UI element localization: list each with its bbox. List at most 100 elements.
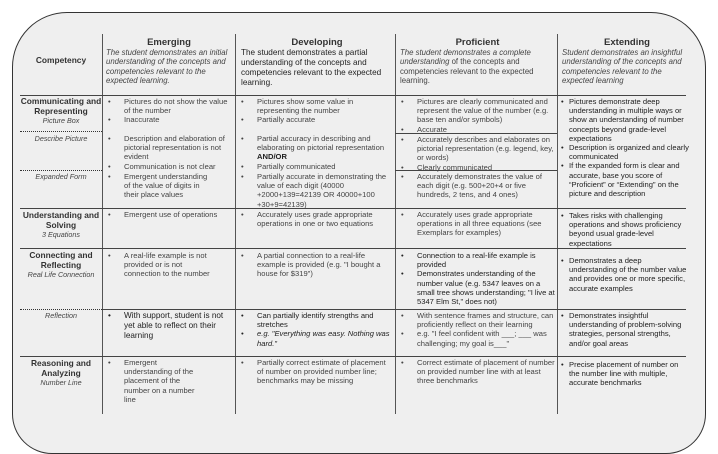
cell-emerging: Pictures do not show the value of the nu… xyxy=(104,97,232,125)
cell-emerging: Description and elaboration of pictorial… xyxy=(104,134,232,171)
competency-reasoning: Reasoning and Analyzing Number Line xyxy=(20,358,102,387)
cell-extending: Demonstrates a deep understanding of the… xyxy=(561,256,689,293)
divider xyxy=(20,131,102,132)
cell-developing: Partially correct estimate of placement … xyxy=(237,358,393,386)
cell-developing: A partial connection to a real-life exam… xyxy=(237,251,393,279)
subcompetency: Real Life Connection xyxy=(27,270,95,279)
cell-extending: Precise placement of number on the numbe… xyxy=(561,360,689,388)
cell-proficient: With sentence frames and structure, can … xyxy=(397,311,555,348)
header-competency: Competency xyxy=(35,55,87,65)
cell-proficient: Connection to a real-life example is pro… xyxy=(397,251,555,306)
level-desc-italic: The student demonstrates a complete unde… xyxy=(400,48,531,67)
level-title: Emerging xyxy=(147,37,191,48)
subcompetency: Picture Box xyxy=(42,116,80,125)
cell-extending: Pictures demonstrate deep understanding … xyxy=(561,97,689,198)
header-proficient: Proficient The student demonstrates a co… xyxy=(400,37,555,86)
criterion: Correct estimate of placement of number … xyxy=(397,358,555,386)
subcompetency-reflection: Reflection xyxy=(20,311,102,320)
criterion: Description and elaboration of pictorial… xyxy=(104,134,232,162)
cell-emerging: With support, student is not yet able to… xyxy=(104,311,232,341)
divider xyxy=(20,248,686,249)
level-desc: The student demonstrates a partial under… xyxy=(241,48,382,87)
level-desc: Student demonstrates an insightful under… xyxy=(562,48,683,86)
divider xyxy=(20,95,686,96)
criterion: Clearly communicated xyxy=(397,163,555,172)
criterion: Description is organized and clearly com… xyxy=(561,143,689,161)
cell-proficient: Accurately uses grade appropriate operat… xyxy=(397,210,555,238)
cell-developing: Can partially identify strengths and str… xyxy=(237,311,393,348)
cell-developing: Partial accuracy in describing and elabo… xyxy=(237,134,393,171)
cell-extending: Demonstrates insightful understanding of… xyxy=(561,311,689,348)
criterion: Partially accurate in demonstrating the … xyxy=(237,172,393,209)
divider xyxy=(235,34,236,414)
criterion: With sentence frames and structure, can … xyxy=(397,311,555,329)
subcompetency: Describe Picture xyxy=(34,134,88,143)
divider xyxy=(557,34,558,414)
divider xyxy=(102,309,686,310)
criterion: Can partially identify strengths and str… xyxy=(237,311,393,329)
competency-title: Communicating and Representing xyxy=(20,96,102,116)
criterion: Pictures show some value in representing… xyxy=(237,97,393,115)
competency-communicating: Communicating and Representing Picture B… xyxy=(20,96,102,125)
criterion: Takes risks with challenging operations … xyxy=(561,211,689,248)
cell-proficient: Accurately demonstrates the value of eac… xyxy=(397,172,555,200)
header-extending: Extending Student demonstrates an insigh… xyxy=(562,37,692,86)
criterion: Demonstrates a deep understanding of the… xyxy=(561,256,689,293)
header-developing: Developing The student demonstrates a pa… xyxy=(241,37,393,88)
cell-proficient: Accurately describes and elaborates on p… xyxy=(397,135,555,172)
criterion: Partially accurate xyxy=(237,115,393,124)
criterion: If the expanded form is clear and accura… xyxy=(561,161,689,198)
competency-connecting: Connecting and Reflecting Real Life Conne… xyxy=(20,250,102,279)
subcompetency-describe: Describe Picture xyxy=(20,134,102,143)
cell-developing: Accurately uses grade appropriate operat… xyxy=(237,210,393,228)
criterion: Pictures do not show the value of the nu… xyxy=(104,97,232,115)
level-desc: The student demonstrates an initial unde… xyxy=(106,48,228,86)
criterion: Communication is not clear xyxy=(104,162,232,171)
cell-emerging: Emergent understanding of the value of d… xyxy=(104,172,214,200)
competency-solving: Understanding and Solving 3 Equations xyxy=(20,210,102,239)
criterion: Demonstrates insightful understanding of… xyxy=(561,311,689,348)
criterion: Pictures demonstrate deep understanding … xyxy=(561,97,689,143)
subcompetency-expanded: Expanded Form xyxy=(20,172,102,181)
criterion: Partially correct estimate of placement … xyxy=(237,358,393,386)
criterion: Partially communicated xyxy=(237,162,393,171)
cell-emerging: Emergent use of operations xyxy=(104,210,232,219)
criterion: Emergent understanding of the placement … xyxy=(104,358,204,404)
criterion: e.g. "I feel confident with ___; ___ was… xyxy=(397,329,555,347)
divider xyxy=(20,309,102,310)
cell-emerging: A real-life example is not provided or i… xyxy=(104,251,216,279)
level-desc: of the concepts and competencies relevan… xyxy=(400,57,534,86)
criterion: e.g. "Everything was easy. Nothing was h… xyxy=(237,329,393,347)
divider xyxy=(20,356,686,357)
criterion: Accurately uses grade appropriate operat… xyxy=(397,210,555,238)
criterion: A real-life example is not provided or i… xyxy=(104,251,216,279)
divider xyxy=(20,170,102,171)
level-title: Proficient xyxy=(455,37,500,48)
criterion: Inaccurate xyxy=(104,115,232,124)
subcompetency: 3 Equations xyxy=(42,230,80,239)
criterion: A partial connection to a real-life exam… xyxy=(237,251,393,279)
criterion: Accurate xyxy=(397,125,555,134)
criterion: Partial accuracy in describing and elabo… xyxy=(237,134,393,162)
cell-developing: Pictures show some value in representing… xyxy=(237,97,393,125)
divider xyxy=(102,34,103,414)
criterion: Emergent use of operations xyxy=(104,210,232,219)
criterion: Accurately demonstrates the value of eac… xyxy=(397,172,555,200)
header-emerging: Emerging The student demonstrates an ini… xyxy=(106,37,232,86)
criterion: Precise placement of number on the numbe… xyxy=(561,360,689,388)
level-title: Developing xyxy=(291,37,343,48)
criterion: Accurately uses grade appropriate operat… xyxy=(237,210,393,228)
cell-emerging: Emergent understanding of the placement … xyxy=(104,358,204,404)
cell-extending: Takes risks with challenging operations … xyxy=(561,211,689,248)
criterion: Pictures are clearly communicated and re… xyxy=(397,97,555,125)
level-title: Extending xyxy=(604,37,650,48)
criterion: Connection to a real-life example is pro… xyxy=(397,251,555,269)
cell-developing: Partially accurate in demonstrating the … xyxy=(237,172,393,209)
criterion: With support, student is not yet able to… xyxy=(104,311,232,341)
divider xyxy=(395,34,396,414)
criterion: Demonstrates understanding of the number… xyxy=(397,269,555,306)
criterion: Emergent understanding of the value of d… xyxy=(104,172,214,200)
competency-title: Reasoning and Analyzing xyxy=(30,358,92,378)
criterion: Accurately describes and elaborates on p… xyxy=(397,135,555,163)
subcompetency: Expanded Form xyxy=(35,172,87,181)
